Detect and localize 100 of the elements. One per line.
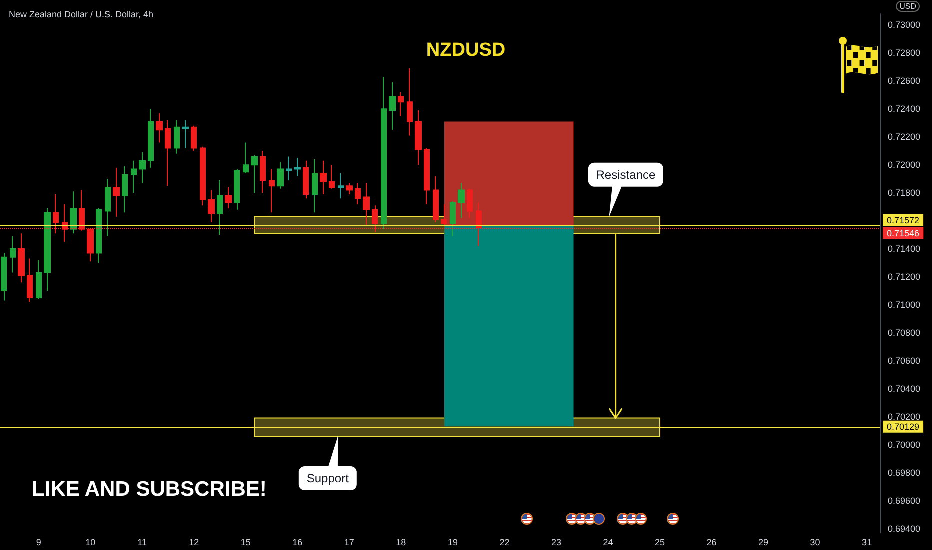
candlestick (381, 76, 387, 230)
x-tick-label: 15 (240, 538, 251, 548)
candlestick (398, 92, 404, 117)
x-tick-label: 24 (603, 538, 614, 548)
text: NZDUSD (426, 40, 506, 61)
candlestick (122, 166, 128, 214)
candlestick (407, 68, 413, 136)
candlestick (217, 180, 223, 236)
y-tick-label: 0.72600 (888, 76, 921, 86)
candlestick (36, 260, 42, 300)
y-tick-label: 0.70800 (888, 328, 921, 338)
candlestick (44, 208, 51, 292)
candlestick (338, 172, 344, 200)
candlestick (329, 164, 335, 190)
x-tick-label: 31 (862, 538, 872, 548)
chart-subtitle: New Zealand Dollar / U.S. Dollar, 4h (9, 10, 154, 20)
candlestick (1, 252, 7, 302)
candlestick (251, 154, 258, 194)
ref-line-label: 0.71572 (887, 215, 920, 226)
candlestick (96, 208, 102, 264)
x-tick-label: 19 (448, 538, 458, 548)
candlestick (346, 182, 353, 195)
y-axis-title: USD (900, 2, 917, 11)
candlestick (458, 182, 465, 219)
candlestick (312, 158, 318, 214)
y-tick-label: 0.71800 (888, 188, 921, 198)
candlestick (415, 110, 422, 166)
band-label: Support (306, 471, 350, 486)
candlestick (200, 146, 206, 206)
x-tick-label: 25 (654, 538, 666, 548)
x-tick-label: 22 (500, 538, 510, 548)
candlestick (27, 258, 33, 303)
y-tick-label: 0.70200 (888, 412, 921, 422)
y-tick-label: 0.69800 (888, 468, 921, 478)
speech-bubble: Support (298, 436, 357, 491)
x-tick-label: 10 (86, 538, 96, 548)
candlestick (174, 120, 180, 154)
candlestick (234, 168, 240, 210)
candlestick (105, 178, 111, 237)
y-tick-label: 0.70600 (888, 356, 921, 366)
candlestick (320, 160, 327, 195)
candlestick (113, 167, 120, 218)
candlestick (18, 233, 25, 284)
speech-bubble: Resistance (588, 162, 664, 217)
candlestick (433, 176, 439, 223)
candlestick (260, 150, 266, 194)
x-tick-label: 29 (758, 538, 769, 548)
candlestick (87, 228, 94, 262)
candlestick (441, 204, 447, 228)
ref-line-label: 0.70129 (887, 422, 920, 432)
x-tick-label: 12 (189, 538, 200, 548)
x-tick-label: 9 (36, 538, 42, 548)
candlestick (148, 108, 154, 168)
x-tick-label: 18 (396, 538, 406, 548)
x-tick-label: 23 (551, 538, 562, 548)
x-tick-label: 17 (344, 538, 354, 548)
candlestick (70, 191, 77, 234)
candlestick (139, 152, 146, 184)
y-tick-label: 0.72200 (888, 132, 921, 142)
y-tick-label: 0.72000 (888, 160, 921, 170)
x-tick-label: 11 (138, 538, 148, 548)
candlestick (182, 120, 189, 149)
y-tick-label: 0.72400 (888, 104, 921, 114)
candlestick (243, 142, 249, 174)
candlestick (450, 200, 456, 237)
candlestick (156, 112, 163, 144)
candlestick (131, 160, 137, 194)
x-tick-label: 26 (706, 538, 717, 548)
candlestick (355, 182, 361, 205)
x-tick-label: 16 (292, 538, 303, 548)
y-tick-label: 0.72800 (888, 48, 921, 58)
candlestick (294, 158, 301, 177)
candlestick (208, 190, 215, 223)
candlestick (363, 182, 370, 226)
y-tick-label: 0.71400 (888, 244, 921, 254)
x-tick-label: 30 (810, 538, 820, 548)
y-tick-label: 0.70400 (888, 384, 921, 394)
candlestick (424, 148, 430, 205)
candlestick (269, 168, 275, 214)
y-tick-label: 0.69600 (888, 496, 921, 506)
y-tick-label: 0.70000 (888, 440, 921, 450)
candlestick (53, 194, 59, 234)
y-tick-label: 0.71200 (888, 272, 921, 282)
candlestick (286, 156, 292, 181)
candlestick (277, 162, 284, 190)
candlestick (467, 188, 473, 219)
candlestick (191, 125, 197, 152)
candlestick (225, 186, 232, 209)
y-tick-label: 0.73000 (888, 20, 921, 30)
ref-line-label: 0.71546 (887, 228, 920, 238)
y-tick-label: 0.71000 (888, 300, 921, 310)
annotation: LIKE AND SUBSCRIBE! (32, 478, 267, 501)
candlestick (476, 202, 482, 247)
candlestick (10, 236, 16, 274)
y-tick-label: 0.69400 (888, 524, 921, 534)
candlestick (372, 205, 378, 233)
candlestick (303, 160, 309, 200)
candlestick (389, 82, 396, 131)
band-label: Resistance (596, 168, 656, 182)
candlestick (79, 190, 85, 232)
